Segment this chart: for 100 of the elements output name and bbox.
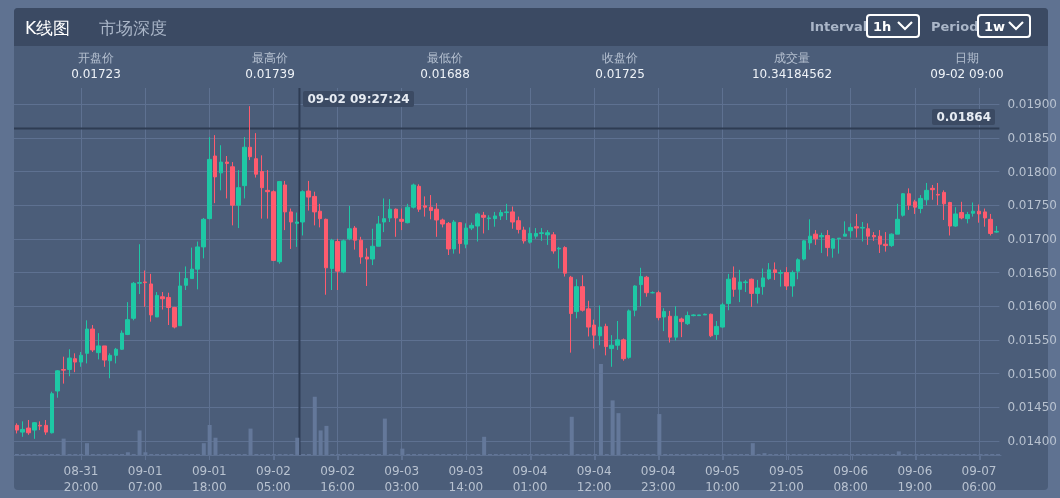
candlestick bbox=[277, 180, 282, 265]
y-tick-label: 0.01500 bbox=[1007, 366, 1057, 381]
candlestick bbox=[73, 352, 77, 373]
candlestick bbox=[335, 238, 340, 291]
candlestick bbox=[983, 208, 987, 228]
x-tick-label: 09-04 01:00 bbox=[512, 464, 548, 494]
text: 最低价 bbox=[427, 50, 463, 67]
x-tick-label: 09-01 18:00 bbox=[191, 464, 227, 494]
y-tick-label: 0.01600 bbox=[1007, 299, 1057, 314]
candlestick bbox=[790, 269, 795, 298]
x-tick-label: 09-06 19:00 bbox=[897, 464, 933, 494]
candlestick bbox=[813, 229, 818, 246]
candlestick bbox=[79, 351, 83, 368]
x-tick-label: 09-04 23:00 bbox=[640, 464, 676, 494]
text: 0.01723 bbox=[71, 67, 121, 81]
candlestick bbox=[452, 219, 456, 255]
text: 10.34184562 bbox=[751, 67, 833, 81]
candlestick bbox=[230, 161, 235, 226]
y-tick-label: 0.01900 bbox=[1007, 97, 1057, 112]
candlestick bbox=[458, 221, 462, 255]
candlestick bbox=[108, 352, 112, 379]
text: K线图 bbox=[25, 17, 71, 40]
candlestick bbox=[330, 238, 334, 291]
candlestick bbox=[644, 275, 649, 298]
text: 市场深度 bbox=[99, 17, 167, 40]
y-tick-label: 0.01800 bbox=[1007, 164, 1057, 179]
candlestick bbox=[866, 222, 870, 246]
candlestick bbox=[481, 211, 486, 234]
x-tick-label: 09-04 12:00 bbox=[576, 464, 612, 494]
candlestick bbox=[388, 198, 392, 223]
candlestick bbox=[569, 275, 573, 354]
candlestick bbox=[656, 290, 661, 321]
candlestick bbox=[703, 313, 707, 316]
candlestick bbox=[423, 195, 427, 218]
ref-line-label: 09-02 09:27:24 bbox=[303, 91, 414, 107]
candlestick bbox=[248, 105, 252, 161]
candlestick bbox=[994, 225, 999, 234]
candlestick bbox=[604, 323, 608, 356]
candlestick bbox=[44, 419, 48, 436]
candlestick bbox=[324, 218, 328, 296]
candlestick bbox=[289, 208, 293, 250]
candlestick bbox=[627, 309, 631, 360]
candlestick bbox=[854, 213, 859, 238]
candlestick bbox=[399, 208, 404, 231]
candlestick bbox=[528, 226, 532, 245]
candlestick bbox=[709, 313, 713, 338]
candlestick bbox=[283, 180, 287, 231]
x-tick-label: 09-02 05:00 bbox=[256, 464, 291, 494]
candlestick bbox=[90, 324, 95, 353]
text: 09-02 09:00 bbox=[930, 67, 1004, 81]
candlestick bbox=[843, 220, 847, 237]
y-tick-label: 0.01650 bbox=[1007, 265, 1057, 280]
candlestick bbox=[207, 136, 212, 220]
candlestick bbox=[784, 266, 789, 291]
candlestick bbox=[732, 265, 736, 298]
candlestick bbox=[825, 229, 830, 257]
candlestick bbox=[872, 231, 876, 242]
x-tick-label: 09-05 21:00 bbox=[769, 464, 804, 494]
candlestick bbox=[802, 239, 806, 261]
y-tick-label: 0.01850 bbox=[1007, 130, 1057, 145]
candlestick bbox=[778, 269, 783, 288]
candlestick bbox=[907, 187, 911, 211]
candlestick bbox=[493, 211, 497, 228]
candlestick bbox=[621, 338, 626, 362]
text: 最高价 bbox=[252, 50, 288, 67]
candlestick bbox=[831, 237, 835, 259]
candlestick bbox=[417, 183, 421, 213]
candlestick bbox=[674, 305, 678, 342]
candlestick bbox=[639, 267, 643, 307]
select-field: 1h bbox=[866, 14, 920, 38]
candlestick bbox=[557, 246, 561, 269]
candlestick bbox=[149, 273, 153, 323]
candlestick bbox=[796, 257, 800, 280]
candlestick bbox=[254, 132, 258, 179]
x-tick-label: 09-01 07:00 bbox=[127, 464, 163, 494]
candlestick bbox=[942, 189, 946, 221]
candlestick bbox=[341, 239, 346, 274]
candlestick bbox=[359, 236, 363, 265]
candlestick bbox=[32, 421, 37, 440]
candlestick bbox=[959, 201, 964, 220]
candlestick bbox=[819, 232, 824, 254]
text: 成交量 bbox=[774, 50, 810, 67]
candlestick bbox=[225, 155, 229, 199]
candlestick bbox=[353, 225, 357, 251]
candlestick bbox=[50, 391, 54, 434]
candlestick bbox=[382, 197, 386, 233]
candlestick bbox=[860, 221, 865, 243]
ref-line-label: 0.01864 bbox=[932, 109, 996, 126]
text: Period bbox=[931, 19, 979, 34]
candlestick bbox=[15, 422, 19, 434]
text: 开盘价 bbox=[78, 50, 114, 67]
candlestick bbox=[574, 278, 579, 319]
candlestick bbox=[598, 305, 602, 346]
x-tick-label: 08-31 20:00 bbox=[63, 464, 99, 494]
candlestick bbox=[662, 307, 666, 332]
candlestick bbox=[38, 420, 42, 431]
candlestick bbox=[551, 231, 556, 255]
y-tick-label: 0.01450 bbox=[1007, 400, 1057, 415]
candlestick bbox=[953, 206, 958, 228]
candlestick bbox=[26, 419, 31, 436]
